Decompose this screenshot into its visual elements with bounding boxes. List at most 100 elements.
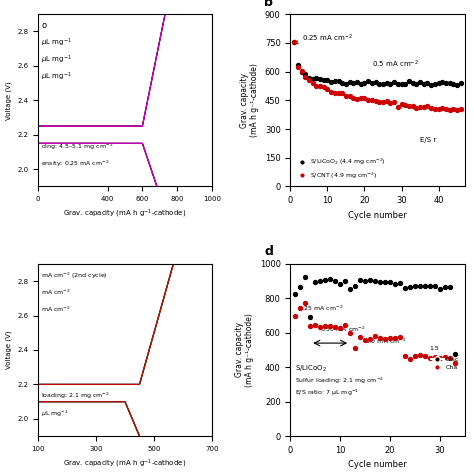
Point [387,100,394,107]
Point [353,78,361,86]
Point [350,94,357,102]
Point [441,353,448,360]
Point [451,360,458,367]
Point [316,76,324,83]
Point [435,105,442,113]
Point [383,97,391,105]
Point [390,99,398,106]
Point [416,78,424,86]
Point [353,95,361,102]
Point [387,81,394,88]
Point [294,63,301,71]
Point [301,300,309,307]
Point [376,279,384,286]
Point [346,92,354,100]
Point [309,75,317,82]
Point [431,353,438,361]
Point [379,98,387,106]
Text: E/S r: E/S r [420,137,436,144]
Point [335,77,342,84]
Point [446,283,454,291]
Point [298,67,305,75]
Point [305,74,313,82]
Point [301,73,309,81]
Text: mA cm$^{-2}$ (2nd cycle): mA cm$^{-2}$ (2nd cycle) [41,271,108,281]
Point [435,80,442,87]
Point [376,334,384,342]
Point [301,273,309,281]
Point [446,106,454,114]
Text: $\mu$L mg$^{-1}$: $\mu$L mg$^{-1}$ [41,54,72,66]
Point [442,79,450,86]
Point [438,104,446,112]
Point [416,103,424,111]
Legend: S/LiCoO$_2$ (4.4 mg cm$^{-2}$), S/CNT (4.9 mg cm$^{-2}$): S/LiCoO$_2$ (4.4 mg cm$^{-2}$), S/CNT (4… [293,155,389,183]
Point [401,353,409,360]
Point [446,80,454,87]
Point [441,283,448,291]
Point [412,105,420,112]
Point [317,277,324,284]
Text: $\mu$L mg$^{-1}$: $\mu$L mg$^{-1}$ [41,408,69,419]
Point [383,80,391,87]
Point [406,283,414,291]
Point [346,78,354,85]
Point [401,284,409,292]
Point [428,105,435,112]
Text: S/LiCoO$_2$: S/LiCoO$_2$ [295,364,328,374]
Point [450,80,457,88]
Point [446,355,454,362]
Point [366,276,374,284]
Point [453,106,461,114]
Point [405,102,413,109]
Point [421,352,428,360]
Point [409,102,417,110]
Text: 0.25 mA cm$^{-2}$: 0.25 mA cm$^{-2}$ [298,303,343,312]
Text: mA cm$^{-2}$: mA cm$^{-2}$ [41,288,71,297]
Point [327,322,334,330]
Legend: Disc, Cha: Disc, Cha [428,354,461,373]
Point [411,283,419,290]
Point [331,77,338,84]
Point [371,278,379,285]
Point [337,280,344,287]
Point [331,277,339,285]
Point [361,336,369,343]
Point [368,80,376,87]
Point [307,313,314,321]
Point [298,68,305,76]
Point [351,344,359,351]
Point [320,84,328,91]
Point [357,94,365,101]
Y-axis label: Grav. capacity
(mA h g⁻¹-cathode): Grav. capacity (mA h g⁻¹-cathode) [235,313,254,387]
Point [412,80,420,88]
Point [457,80,465,87]
Point [416,282,424,290]
Y-axis label: Grav. capacity
(mA h g⁻¹-cathode): Grav. capacity (mA h g⁻¹-cathode) [240,64,259,137]
X-axis label: Cycle number: Cycle number [348,460,407,469]
Point [328,88,335,96]
Point [438,79,446,86]
Point [290,39,298,46]
Point [346,329,354,337]
Point [311,321,319,328]
Point [426,283,434,290]
Text: o: o [41,21,46,30]
Point [337,324,344,331]
Point [375,99,383,106]
Text: $\mu$L mg$^{-1}$: $\mu$L mg$^{-1}$ [41,71,72,83]
Point [351,283,359,290]
Point [361,80,368,87]
Text: loading: 2.1 mg cm$^{-2}$: loading: 2.1 mg cm$^{-2}$ [41,391,109,401]
Point [450,105,457,113]
Point [394,103,401,110]
Point [290,38,298,46]
Point [350,79,357,86]
Text: d: d [264,245,273,258]
Point [401,101,409,109]
Point [379,80,387,87]
Point [361,277,369,285]
Point [305,76,313,84]
Point [442,105,450,113]
Point [411,352,419,360]
